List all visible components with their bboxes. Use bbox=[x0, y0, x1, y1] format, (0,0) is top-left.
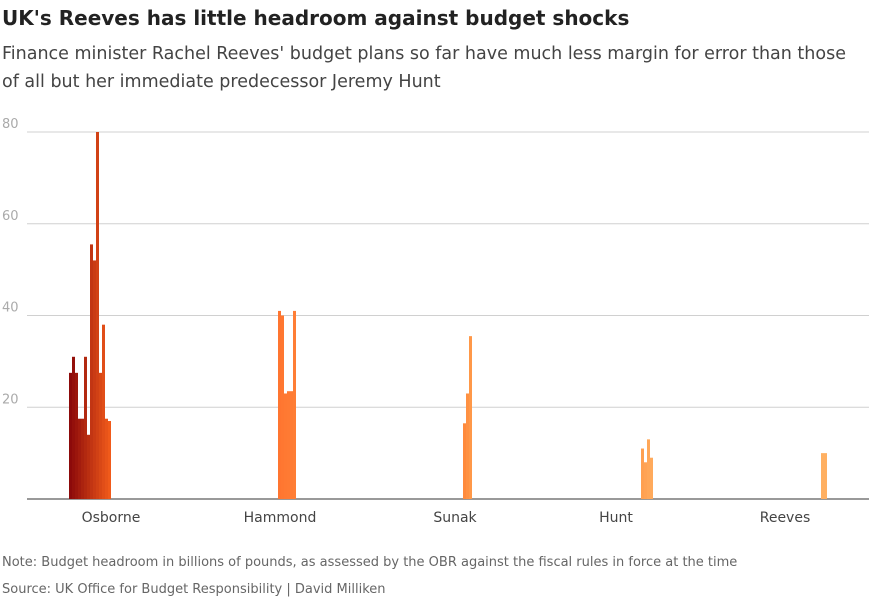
y-tick-label: 80 bbox=[2, 117, 19, 132]
x-tick-label: Osborne bbox=[82, 510, 141, 526]
bar-hunt bbox=[641, 448, 644, 499]
x-tick-label: Hunt bbox=[599, 510, 633, 526]
bar-hammond bbox=[290, 391, 293, 499]
bar-osborne bbox=[90, 244, 93, 499]
bar-osborne bbox=[78, 418, 81, 499]
bar-osborne bbox=[93, 260, 96, 499]
y-tick-label: 40 bbox=[2, 301, 19, 316]
bar-osborne bbox=[72, 356, 75, 499]
bar-osborne bbox=[87, 434, 90, 499]
bar-sunak bbox=[469, 336, 472, 499]
bar-osborne bbox=[75, 372, 78, 499]
bar-sunak bbox=[463, 423, 466, 499]
chart-subtitle: Finance minister Rachel Reeves' budget p… bbox=[2, 44, 846, 92]
bar-osborne bbox=[99, 372, 102, 499]
bar-hammond bbox=[278, 310, 281, 499]
bar-osborne bbox=[69, 372, 72, 499]
bar-hammond bbox=[287, 391, 290, 499]
bar-hammond bbox=[281, 315, 284, 499]
x-tick-label: Sunak bbox=[433, 510, 477, 526]
bar-osborne bbox=[105, 418, 108, 499]
y-tick-label: 20 bbox=[2, 392, 19, 407]
bar-osborne bbox=[96, 132, 99, 499]
bar-hammond bbox=[293, 310, 296, 499]
bar-hunt bbox=[650, 457, 653, 499]
chart-source: Source: UK Office for Budget Responsibil… bbox=[2, 582, 386, 597]
bar-osborne bbox=[102, 324, 105, 499]
bar-osborne bbox=[84, 356, 87, 499]
x-tick-label: Reeves bbox=[760, 510, 811, 526]
chart-note: Note: Budget headroom in billions of pou… bbox=[2, 555, 738, 570]
y-tick-label: 60 bbox=[2, 209, 19, 224]
bar-sunak bbox=[466, 393, 469, 499]
bar-osborne bbox=[108, 421, 111, 499]
bar-reeves bbox=[821, 453, 824, 499]
chart-title: UK's Reeves has little headroom against … bbox=[2, 6, 630, 30]
bar-osborne bbox=[81, 418, 84, 499]
x-tick-label: Hammond bbox=[244, 510, 317, 526]
bar-reeves bbox=[824, 453, 827, 499]
bar-hunt bbox=[644, 462, 647, 499]
bar-hunt bbox=[647, 439, 650, 499]
bar-hammond bbox=[284, 393, 287, 499]
